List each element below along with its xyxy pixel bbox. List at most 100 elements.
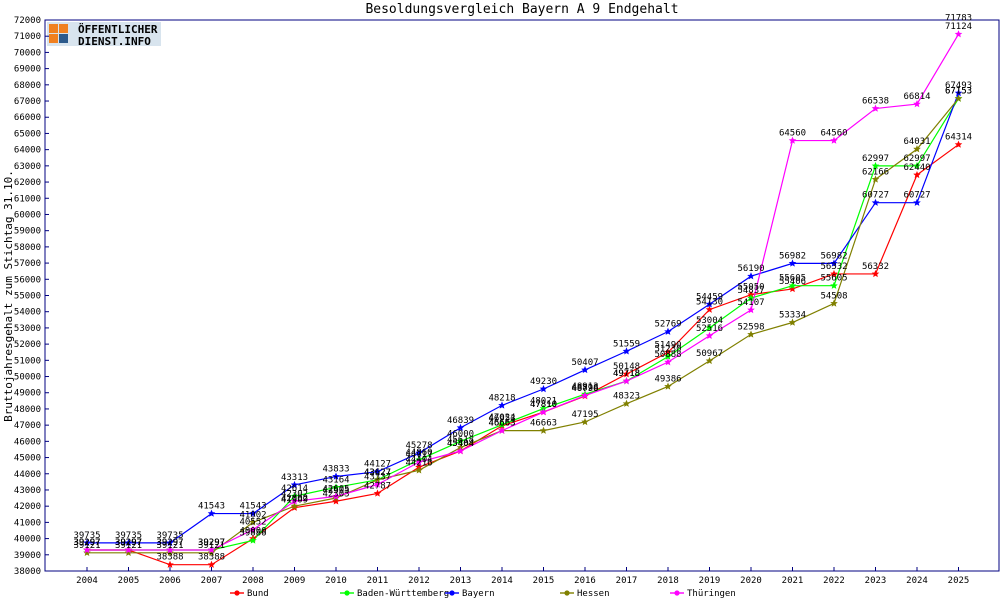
data-point-th-ringen	[166, 546, 174, 554]
data-label: 54130	[696, 298, 723, 308]
data-point-baden-w-rttemberg	[747, 294, 755, 302]
x-tick-label: 2005	[118, 576, 140, 586]
y-tick-label: 47000	[14, 421, 41, 431]
data-point-th-ringen	[788, 136, 797, 144]
data-label: 45404	[447, 439, 474, 449]
data-point-bayern	[207, 509, 216, 517]
data-point-bayern	[664, 327, 672, 335]
data-label: 60727	[903, 191, 930, 201]
data-label: 48218	[488, 393, 515, 403]
data-label: 43627	[364, 468, 391, 478]
data-point-bayern	[705, 300, 714, 308]
data-point-bund	[954, 140, 963, 148]
data-point-bayern	[622, 347, 631, 355]
data-label: 39121	[156, 541, 183, 551]
legend-item-bund: Bund	[230, 589, 269, 599]
series-points	[83, 30, 963, 568]
x-tick-label: 2007	[201, 576, 223, 586]
x-tick-label: 2018	[657, 576, 679, 586]
y-tick-label: 50000	[14, 373, 41, 383]
legend-label: Baden-Württemberg	[357, 589, 449, 599]
data-point-bund	[166, 560, 174, 568]
data-point-th-ringen	[332, 492, 340, 500]
x-tick-label: 2022	[823, 576, 845, 586]
data-point-th-ringen	[954, 30, 963, 38]
data-label: 54837	[737, 286, 764, 296]
legend-marker	[234, 590, 240, 596]
data-label: 56332	[862, 262, 889, 272]
data-point-hessen	[581, 418, 589, 426]
data-label: 49718	[613, 369, 640, 379]
data-label: 39297	[115, 538, 142, 548]
data-label: 39735	[115, 531, 142, 541]
data-point-baden-w-rttemberg	[788, 281, 797, 289]
legend-label: Bund	[247, 589, 269, 599]
x-tick-label: 2015	[533, 576, 555, 586]
y-tick-label: 72000	[14, 16, 41, 26]
y-tick-label: 41000	[14, 518, 41, 528]
data-point-hessen	[249, 518, 257, 526]
x-tick-label: 2008	[242, 576, 264, 586]
data-label: 48323	[613, 392, 640, 402]
x-tick-label: 2011	[367, 576, 389, 586]
data-label: 39121	[115, 541, 142, 551]
data-label: 40000	[239, 527, 266, 537]
y-axis: 38000 39000 40000 41000 42000 43000 44000 45000…	[14, 16, 49, 577]
y-tick-label: 69000	[14, 65, 41, 75]
data-point-bayern	[498, 401, 506, 409]
data-point-bayern	[456, 423, 465, 431]
data-point-baden-w-rttemberg	[871, 161, 880, 170]
data-point-bayern	[290, 480, 299, 489]
data-label: 39735	[73, 531, 100, 541]
x-tick-label: 2010	[325, 576, 347, 586]
data-label: 56982	[820, 251, 847, 261]
data-point-th-ringen	[539, 408, 548, 416]
data-point-bund	[332, 497, 340, 505]
data-point-baden-w-rttemberg	[705, 323, 714, 332]
data-label: 54508	[820, 291, 847, 301]
data-label: 39121	[198, 541, 225, 551]
data-label: 39297	[156, 538, 183, 548]
y-tick-label: 58000	[14, 243, 41, 253]
x-tick-label: 2017	[616, 576, 638, 586]
x-tick-label: 2016	[574, 576, 596, 586]
x-tick-label: 2024	[906, 576, 928, 586]
series-line-hessen	[87, 98, 959, 554]
data-label: 71124	[945, 22, 972, 32]
data-label: 47810	[530, 400, 557, 410]
data-point-baden-w-rttemberg	[249, 536, 257, 544]
y-tick-label: 44000	[14, 470, 41, 480]
data-label: 55050	[737, 283, 764, 293]
y-tick-label: 53000	[14, 324, 41, 334]
y-tick-label: 61000	[14, 194, 41, 204]
y-tick-label: 70000	[14, 48, 41, 58]
y-tick-label: 63000	[14, 162, 41, 172]
data-point-hessen	[166, 548, 174, 557]
data-point-bayern	[954, 89, 963, 97]
y-tick-label: 49000	[14, 389, 41, 399]
data-label: 42303	[322, 489, 349, 499]
data-point-hessen	[124, 548, 133, 557]
data-label: 51490	[654, 340, 681, 350]
data-label: 52598	[737, 322, 764, 332]
data-label: 39121	[73, 541, 100, 551]
data-point-bund	[788, 284, 797, 293]
data-label: 45404	[447, 439, 474, 449]
x-tick-label: 2021	[782, 576, 804, 586]
data-label: 39297	[73, 538, 100, 548]
data-point-baden-w-rttemberg	[456, 437, 465, 445]
data-label: 42302	[281, 489, 308, 499]
y-tick-label: 64000	[14, 146, 41, 156]
series-line-bund	[87, 144, 959, 566]
data-label: 48796	[571, 384, 598, 394]
legend-item-baden-w-rttemberg: Baden-Württemberg	[340, 589, 449, 599]
data-label: 43164	[322, 475, 349, 485]
data-point-th-ringen	[747, 305, 755, 314]
data-label: 44404	[405, 455, 432, 465]
data-point-bund	[705, 305, 714, 313]
y-tick-label: 48000	[14, 405, 41, 415]
data-point-bayern	[830, 259, 838, 267]
data-label: 66814	[903, 92, 930, 102]
data-label: 39297	[115, 538, 142, 548]
data-point-bayern	[913, 198, 921, 206]
